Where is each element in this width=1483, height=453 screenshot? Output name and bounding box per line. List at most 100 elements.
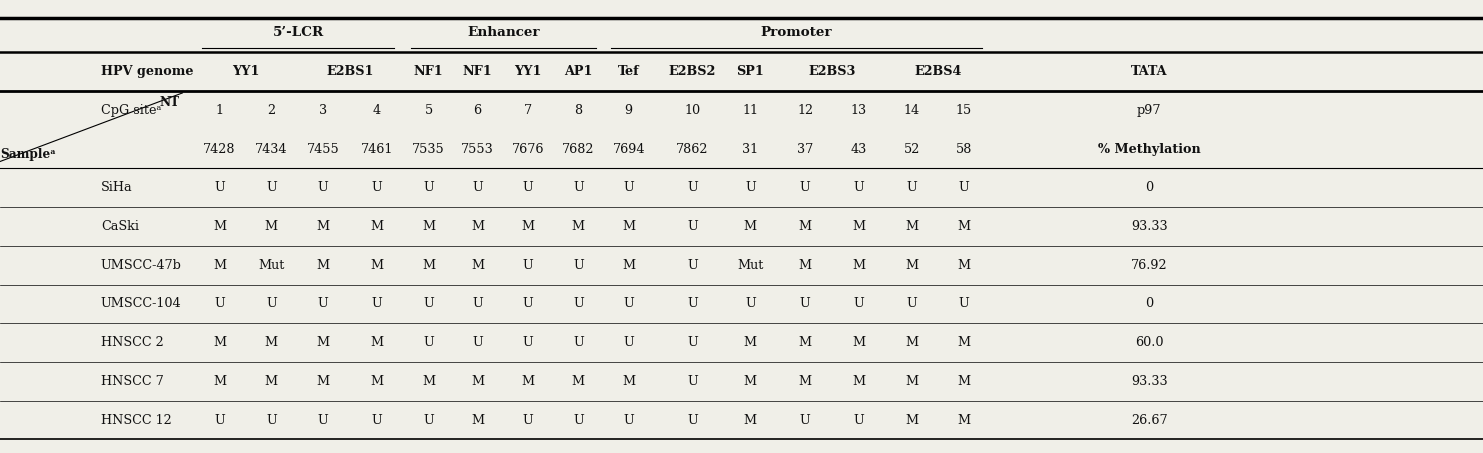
Text: 7428: 7428 [203, 143, 236, 155]
Text: 8: 8 [574, 104, 583, 117]
Text: U: U [423, 414, 435, 427]
Text: M: M [623, 375, 635, 388]
Text: 7682: 7682 [562, 143, 595, 155]
Text: M: M [853, 336, 865, 349]
Text: M: M [472, 259, 483, 272]
Text: 13: 13 [851, 104, 866, 117]
Text: E2BS4: E2BS4 [915, 65, 961, 78]
Text: U: U [423, 181, 435, 194]
Text: U: U [265, 181, 277, 194]
Text: 31: 31 [743, 143, 758, 155]
Text: M: M [214, 336, 225, 349]
Text: U: U [687, 375, 698, 388]
Text: M: M [371, 220, 383, 233]
Text: M: M [214, 259, 225, 272]
Text: SiHa: SiHa [101, 181, 132, 194]
Text: 60.0: 60.0 [1134, 336, 1164, 349]
Text: U: U [623, 414, 635, 427]
Text: M: M [799, 375, 811, 388]
Text: U: U [371, 298, 383, 310]
Text: 7535: 7535 [412, 143, 445, 155]
Text: Mut: Mut [737, 259, 764, 272]
Text: M: M [522, 220, 534, 233]
Text: M: M [958, 336, 970, 349]
Text: U: U [744, 181, 756, 194]
Text: M: M [906, 259, 918, 272]
Text: M: M [799, 220, 811, 233]
Text: U: U [744, 298, 756, 310]
Text: M: M [958, 375, 970, 388]
Text: 5: 5 [424, 104, 433, 117]
Text: U: U [687, 298, 698, 310]
Text: CaSki: CaSki [101, 220, 139, 233]
Text: 7: 7 [523, 104, 532, 117]
Text: AP1: AP1 [564, 65, 593, 78]
Text: 76.92: 76.92 [1132, 259, 1167, 272]
Text: 93.33: 93.33 [1132, 220, 1167, 233]
Text: E2BS1: E2BS1 [326, 65, 374, 78]
Text: Promoter: Promoter [761, 26, 832, 39]
Text: YY1: YY1 [515, 65, 541, 78]
Text: M: M [906, 414, 918, 427]
Text: M: M [317, 336, 329, 349]
Text: M: M [371, 259, 383, 272]
Text: M: M [623, 259, 635, 272]
Text: HNSCC 7: HNSCC 7 [101, 375, 163, 388]
Text: U: U [214, 181, 225, 194]
Text: U: U [687, 414, 698, 427]
Text: M: M [906, 336, 918, 349]
Text: M: M [958, 259, 970, 272]
Text: M: M [214, 220, 225, 233]
Text: 6: 6 [473, 104, 482, 117]
Text: M: M [744, 414, 756, 427]
Text: U: U [906, 298, 918, 310]
Text: 5’-LCR: 5’-LCR [273, 26, 323, 39]
Text: TATA: TATA [1132, 65, 1167, 78]
Text: 3: 3 [319, 104, 328, 117]
Text: U: U [265, 298, 277, 310]
Text: U: U [687, 259, 698, 272]
Text: U: U [472, 181, 483, 194]
Text: 4: 4 [372, 104, 381, 117]
Text: M: M [799, 259, 811, 272]
Text: CpG siteᵃ: CpG siteᵃ [101, 104, 162, 117]
Text: U: U [572, 298, 584, 310]
Text: YY1: YY1 [231, 65, 260, 78]
Text: M: M [744, 336, 756, 349]
Text: U: U [522, 298, 534, 310]
Text: 1: 1 [215, 104, 224, 117]
Text: % Methylation: % Methylation [1097, 143, 1201, 155]
Text: Sampleᵃ: Sampleᵃ [0, 148, 56, 161]
Text: U: U [623, 336, 635, 349]
Text: 7434: 7434 [255, 143, 288, 155]
Text: M: M [906, 375, 918, 388]
Text: U: U [472, 298, 483, 310]
Text: M: M [744, 220, 756, 233]
Text: M: M [472, 375, 483, 388]
Text: U: U [623, 298, 635, 310]
Text: Enhancer: Enhancer [467, 26, 540, 39]
Text: U: U [853, 181, 865, 194]
Text: M: M [472, 414, 483, 427]
Text: M: M [799, 336, 811, 349]
Text: U: U [623, 181, 635, 194]
Text: UMSCC-47b: UMSCC-47b [101, 259, 182, 272]
Text: U: U [687, 336, 698, 349]
Text: U: U [572, 259, 584, 272]
Text: U: U [423, 336, 435, 349]
Text: U: U [317, 298, 329, 310]
Text: U: U [958, 181, 970, 194]
Text: U: U [799, 181, 811, 194]
Text: M: M [423, 375, 435, 388]
Text: U: U [687, 220, 698, 233]
Text: M: M [623, 220, 635, 233]
Text: U: U [522, 414, 534, 427]
Text: M: M [317, 259, 329, 272]
Text: U: U [472, 336, 483, 349]
Text: 26.67: 26.67 [1132, 414, 1167, 427]
Text: 58: 58 [955, 143, 973, 155]
Text: 10: 10 [685, 104, 700, 117]
Text: 7553: 7553 [461, 143, 494, 155]
Text: M: M [744, 375, 756, 388]
Text: M: M [317, 375, 329, 388]
